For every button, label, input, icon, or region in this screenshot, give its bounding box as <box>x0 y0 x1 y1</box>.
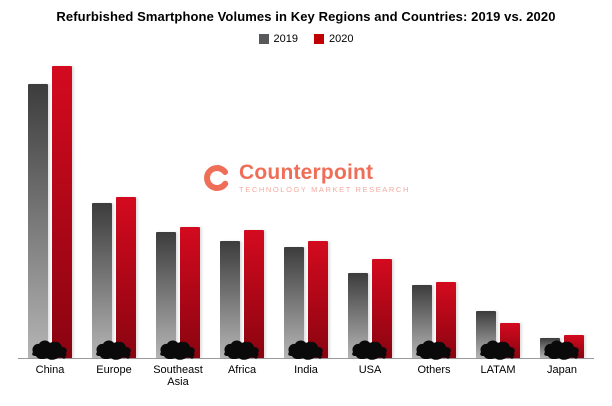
bar-2020-southeast-asia <box>180 227 200 358</box>
bar-group-others <box>403 282 465 360</box>
bar-group-southeast-asia <box>147 227 209 360</box>
bar-pair <box>348 259 392 360</box>
watermark-text: Counterpoint Technology Market Research <box>239 162 410 194</box>
watermark: Counterpoint Technology Market Research <box>202 162 410 194</box>
bar-pair <box>156 227 200 360</box>
legend-item-2019: 2019 <box>258 33 298 45</box>
bar-pair <box>476 311 520 360</box>
category-label-usa: USA <box>358 364 382 376</box>
category-label-others: Others <box>417 364 451 376</box>
category-label-southeast-asia: Southeast Asia <box>153 364 203 388</box>
bar-2019-latam <box>476 311 496 358</box>
bar-2020-others <box>436 282 456 358</box>
legend: 2019 2020 <box>0 32 612 46</box>
category-label-latam: LATAM <box>480 364 516 376</box>
watermark-brand-name: Counterpoint <box>239 161 374 184</box>
bar-2019-southeast-asia <box>156 232 176 358</box>
bar-pair <box>412 282 456 360</box>
bar-pair <box>540 335 584 360</box>
bar-group-china <box>19 66 81 360</box>
bar-pair <box>284 241 328 360</box>
bar-2020-africa <box>244 230 264 358</box>
bar-2019-china <box>28 84 48 358</box>
legend-label-2020: 2020 <box>329 33 354 45</box>
bar-pair <box>92 197 136 360</box>
category-label-india: India <box>294 364 318 376</box>
bar-2020-japan <box>564 335 584 358</box>
category-labels: China Europe Southeast Asia Africa India USA O… <box>18 364 594 388</box>
legend-label-2019: 2019 <box>273 33 298 45</box>
watermark-tagline: Technology Market Research <box>239 185 410 194</box>
bar-2019-africa <box>220 241 240 358</box>
category-label-china: China <box>35 364 65 376</box>
bar-2020-europe <box>116 197 136 358</box>
bar-group-latam <box>467 311 529 360</box>
bar-2020-india <box>308 241 328 358</box>
bar-2020-china <box>52 66 72 358</box>
bar-2019-europe <box>92 203 112 358</box>
bar-2019-usa <box>348 273 368 358</box>
category-label-japan: Japan <box>547 364 577 376</box>
bar-2019-others <box>412 285 432 358</box>
category-label-europe: Europe <box>96 364 132 376</box>
legend-swatch-2019 <box>258 34 269 44</box>
bar-group-usa <box>339 259 401 360</box>
bar-pair <box>28 66 72 360</box>
counterpoint-logo-icon <box>204 164 231 191</box>
bar-pair <box>220 230 264 360</box>
bar-2019-japan <box>540 338 560 358</box>
legend-item-2020: 2020 <box>314 33 353 45</box>
bar-group-japan <box>531 335 593 360</box>
chart-title: Refurbished Smartphone Volumes in Key Re… <box>56 9 556 24</box>
bar-group-europe <box>83 197 145 360</box>
bar-groups <box>18 50 594 360</box>
bar-group-africa <box>211 230 273 360</box>
plot-area: Counterpoint Technology Market Research <box>18 50 594 360</box>
bar-group-india <box>275 241 337 360</box>
category-label-africa: Africa <box>227 364 257 376</box>
bar-2020-latam <box>500 323 520 358</box>
bar-2019-india <box>284 247 304 358</box>
bar-2020-usa <box>372 259 392 358</box>
legend-swatch-2020 <box>314 34 324 44</box>
